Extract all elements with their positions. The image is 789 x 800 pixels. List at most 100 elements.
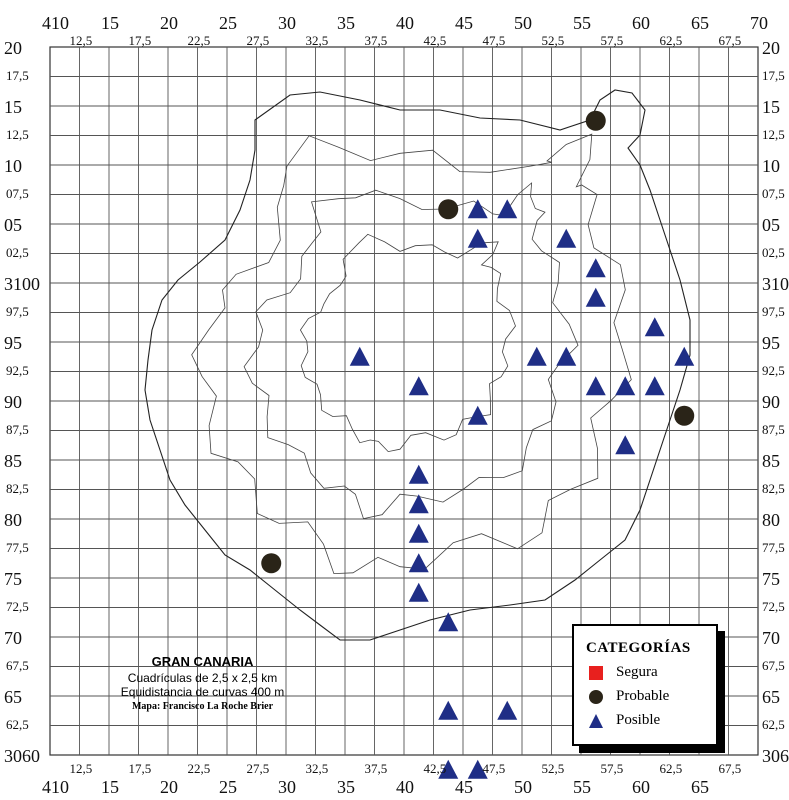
coordinate-label: 47,5: [482, 33, 506, 48]
coordinate-label: 67,5: [762, 657, 785, 673]
coordinate-label: 80: [762, 510, 780, 530]
coordinate-label: 90: [4, 392, 22, 412]
coordinate-label: 97,5: [762, 303, 785, 319]
coordinate-label: 82,5: [6, 480, 29, 496]
coordinate-label: 67,5: [718, 33, 742, 48]
coordinate-label: 07,5: [6, 185, 29, 201]
posible-record-marker: [349, 346, 370, 366]
coordinate-label: 3060: [762, 746, 789, 766]
coordinate-label: 65: [691, 777, 709, 797]
coordinate-label: 72,5: [762, 598, 785, 614]
posible-record-marker: [438, 612, 459, 632]
posible-record-marker: [556, 346, 577, 366]
map-info-block: GRAN CANARIA Cuadrículas de 2,5 x 2,5 km…: [60, 654, 345, 712]
posible-record-marker: [408, 523, 429, 543]
coordinate-label: 60: [632, 777, 650, 797]
coordinate-label: 410: [42, 13, 69, 33]
coordinate-label: 15: [762, 97, 780, 117]
coordinate-label: 57,5: [600, 33, 624, 48]
posible-record-marker: [467, 759, 488, 779]
blue-triangle-icon: [588, 713, 604, 729]
coordinate-label: 3100: [762, 274, 789, 294]
coordinate-label: 62,5: [659, 33, 683, 48]
coordinate-label: 92,5: [6, 362, 29, 378]
island-coastline: [144, 89, 691, 641]
coordinate-label: 85: [4, 451, 22, 471]
coordinate-label: 37,5: [364, 761, 388, 776]
coordinate-label: 90: [762, 392, 780, 412]
coordinate-label: 72,5: [6, 598, 29, 614]
coordinate-label: 20: [762, 38, 780, 58]
coordinate-label: 17,5: [762, 67, 785, 83]
region-name: GRAN CANARIA: [151, 654, 254, 669]
probable-record-marker: [261, 553, 282, 574]
coordinate-label: 77,5: [6, 539, 29, 555]
coordinate-label: 70: [4, 628, 22, 648]
coordinate-label: 47,5: [482, 761, 506, 776]
coordinate-label: 02,5: [6, 244, 29, 260]
coordinate-label: 15: [101, 13, 119, 33]
coordinate-label: 12,5: [69, 761, 93, 776]
coordinate-label: 25: [219, 13, 237, 33]
legend-title: CATEGORÍAS: [586, 640, 691, 656]
coordinate-label: 55: [573, 777, 591, 797]
coordinate-label: 10: [4, 156, 22, 176]
coordinate-label: 75: [762, 569, 780, 589]
posible-record-marker: [408, 376, 429, 396]
coordinate-label: 32,5: [305, 761, 329, 776]
probable-record-marker: [674, 405, 695, 426]
posible-record-marker: [644, 376, 665, 396]
posible-record-marker: [585, 258, 606, 278]
coastline: [144, 89, 691, 641]
legend: CATEGORÍAS Segura Probable Posible: [572, 624, 718, 746]
coordinate-label: 92,5: [762, 362, 785, 378]
utm-grid: [49, 46, 759, 756]
coordinate-label: 62,5: [762, 716, 785, 732]
posible-record-marker: [585, 376, 606, 396]
posible-record-marker: [467, 405, 488, 425]
coordinate-label: 3060: [4, 746, 40, 766]
posible-record-marker: [615, 376, 636, 396]
coordinate-label: 87,5: [762, 421, 785, 437]
coordinate-label: 30: [278, 777, 296, 797]
dark-circle-icon: [588, 689, 604, 705]
coordinate-label: 17,5: [128, 33, 152, 48]
posible-record-marker: [497, 700, 518, 720]
coordinate-label: 45: [455, 13, 473, 33]
posible-record-marker: [526, 346, 547, 366]
coordinate-label: 65: [762, 687, 780, 707]
coordinate-label: 85: [762, 451, 780, 471]
coordinate-label: 40: [396, 13, 414, 33]
coordinate-label: 07,5: [762, 185, 785, 201]
coordinate-label: 27,5: [246, 761, 270, 776]
coordinate-label: 65: [691, 13, 709, 33]
posible-record-marker: [467, 228, 488, 248]
posible-record-marker: [674, 346, 695, 366]
coordinate-label: 37,5: [364, 33, 388, 48]
coordinate-label: 57,5: [600, 761, 624, 776]
coordinate-label: 60: [632, 13, 650, 33]
coordinate-label: 95: [762, 333, 780, 353]
posible-record-marker: [615, 435, 636, 455]
posible-record-marker: [408, 582, 429, 602]
coordinate-label: 20: [4, 38, 22, 58]
coordinate-label: 95: [4, 333, 22, 353]
legend-item-probable: Probable: [588, 688, 716, 705]
coordinate-label: 42,5: [423, 33, 447, 48]
coordinate-label: 87,5: [6, 421, 29, 437]
posible-record-marker: [408, 494, 429, 514]
coordinate-label: 40: [396, 777, 414, 797]
posible-record-marker: [438, 700, 459, 720]
coordinate-label: 12,5: [69, 33, 93, 48]
posible-record-marker: [644, 317, 665, 337]
probable-record-marker: [438, 199, 459, 220]
coordinate-label: 12,5: [762, 126, 785, 142]
coordinate-label: 35: [337, 13, 355, 33]
posible-record-marker: [408, 464, 429, 484]
coordinate-label: 75: [4, 569, 22, 589]
coordinate-label: 22,5: [187, 33, 211, 48]
coordinate-label: 410: [42, 777, 69, 797]
coordinate-label: 02,5: [762, 244, 785, 260]
coordinate-label: 25: [219, 777, 237, 797]
